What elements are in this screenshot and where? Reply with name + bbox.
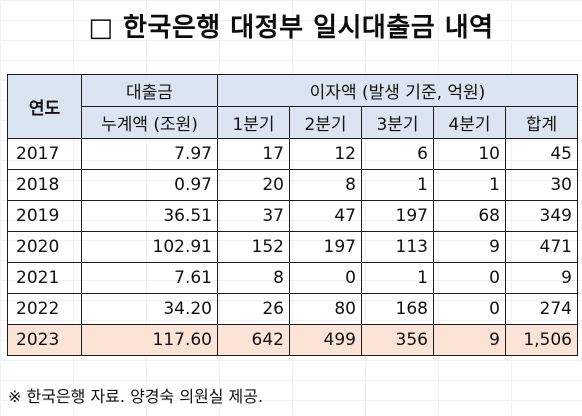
cell-q3: 113 xyxy=(361,231,434,263)
loan-interest-table: 연도 대출금 이자액 (발생 기준, 억원) 누계액 (조원) 1분기 2분기 … xyxy=(7,74,578,356)
cell-q4: 9 xyxy=(433,324,506,356)
cell-total: 349 xyxy=(505,200,578,232)
header-loan-line2: 누계액 (조원) xyxy=(81,106,218,139)
header-loan-line1: 대출금 xyxy=(81,74,218,107)
cell-q2: 0 xyxy=(289,262,362,294)
cell-q2: 8 xyxy=(289,169,362,201)
cell-q4: 0 xyxy=(433,293,506,325)
cell-year: 2018 xyxy=(7,169,82,201)
cell-year: 2019 xyxy=(7,200,82,232)
cell-year: 2021 xyxy=(7,262,82,294)
cell-loan: 7.97 xyxy=(81,138,218,170)
cell-q1: 26 xyxy=(217,293,290,325)
cell-loan: 117.60 xyxy=(81,324,218,356)
cell-loan: 102.91 xyxy=(81,231,218,263)
header-year: 연도 xyxy=(7,74,82,139)
cell-q2: 499 xyxy=(289,324,362,356)
header-row-2: 누계액 (조원) 1분기 2분기 3분기 4분기 합계 xyxy=(8,106,578,139)
cell-total: 274 xyxy=(505,293,578,325)
cell-year: 2020 xyxy=(7,231,82,263)
cell-q4: 1 xyxy=(433,169,506,201)
cell-q3: 168 xyxy=(361,293,434,325)
cell-loan: 36.51 xyxy=(81,200,218,232)
cell-q1: 17 xyxy=(217,138,290,170)
cell-q4: 0 xyxy=(433,262,506,294)
cell-total: 9 xyxy=(505,262,578,294)
cell-loan: 7.61 xyxy=(81,262,218,294)
cell-total: 1,506 xyxy=(505,324,578,356)
table-row: 2018 0.97 20 8 1 1 30 xyxy=(7,169,578,201)
source-note: ※ 한국은행 자료. 양경숙 의원실 제공. xyxy=(8,387,264,406)
header-q3: 3분기 xyxy=(361,106,434,139)
header-total: 합계 xyxy=(505,106,578,139)
table-row-highlighted: 2023 117.60 642 499 356 9 1,506 xyxy=(7,324,578,356)
table-row: 2021 7.61 8 0 1 0 9 xyxy=(7,262,578,294)
cell-year: 2023 xyxy=(7,324,82,356)
header-row-1: 연도 대출금 이자액 (발생 기준, 억원) xyxy=(7,74,578,139)
header-q1: 1분기 xyxy=(217,106,290,139)
cell-q2: 12 xyxy=(289,138,362,170)
cell-q1: 8 xyxy=(217,262,290,294)
cell-q3: 6 xyxy=(361,138,434,170)
cell-q1: 642 xyxy=(217,324,290,356)
cell-q3: 197 xyxy=(361,200,434,232)
header-interest-group: 이자액 (발생 기준, 억원) xyxy=(217,74,578,107)
cell-total: 471 xyxy=(505,231,578,263)
cell-q3: 356 xyxy=(361,324,434,356)
cell-total: 45 xyxy=(505,138,578,170)
table-row: 2019 36.51 37 47 197 68 349 xyxy=(7,200,578,232)
header-q4: 4분기 xyxy=(433,106,506,139)
cell-q4: 68 xyxy=(433,200,506,232)
page-title: □ 한국은행 대정부 일시대출금 내역 xyxy=(88,13,494,43)
cell-q3: 1 xyxy=(361,169,434,201)
cell-q1: 152 xyxy=(217,231,290,263)
cell-year: 2022 xyxy=(7,293,82,325)
cell-loan: 34.20 xyxy=(81,293,218,325)
cell-total: 30 xyxy=(505,169,578,201)
cell-q4: 9 xyxy=(433,231,506,263)
cell-q2: 80 xyxy=(289,293,362,325)
cell-loan: 0.97 xyxy=(81,169,218,201)
cell-q2: 197 xyxy=(289,231,362,263)
cell-year: 2017 xyxy=(7,138,82,170)
cell-q1: 37 xyxy=(217,200,290,232)
table-row: 2022 34.20 26 80 168 0 274 xyxy=(7,293,578,325)
table-row: 2020 102.91 152 197 113 9 471 xyxy=(7,231,578,263)
table-row: 2017 7.97 17 12 6 10 45 xyxy=(7,138,578,170)
cell-q1: 20 xyxy=(217,169,290,201)
cell-q4: 10 xyxy=(433,138,506,170)
cell-q3: 1 xyxy=(361,262,434,294)
cell-q2: 47 xyxy=(289,200,362,232)
header-q2: 2분기 xyxy=(289,106,362,139)
